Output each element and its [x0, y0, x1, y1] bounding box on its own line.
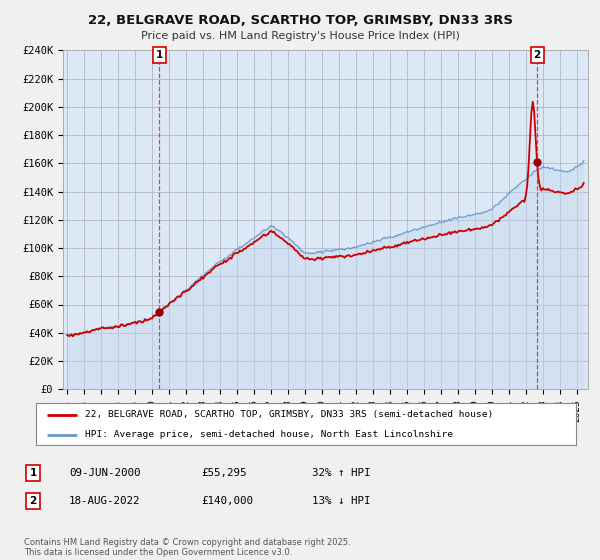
Text: 22, BELGRAVE ROAD, SCARTHO TOP, GRIMSBY, DN33 3RS (semi-detached house): 22, BELGRAVE ROAD, SCARTHO TOP, GRIMSBY,…	[85, 410, 493, 419]
Text: £140,000: £140,000	[201, 496, 253, 506]
Text: 1: 1	[155, 50, 163, 60]
Text: 1: 1	[29, 468, 37, 478]
Text: Price paid vs. HM Land Registry's House Price Index (HPI): Price paid vs. HM Land Registry's House …	[140, 31, 460, 41]
Text: 18-AUG-2022: 18-AUG-2022	[69, 496, 140, 506]
Text: 22, BELGRAVE ROAD, SCARTHO TOP, GRIMSBY, DN33 3RS: 22, BELGRAVE ROAD, SCARTHO TOP, GRIMSBY,…	[88, 14, 512, 27]
Text: 13% ↓ HPI: 13% ↓ HPI	[312, 496, 371, 506]
Text: 2: 2	[29, 496, 37, 506]
Text: Contains HM Land Registry data © Crown copyright and database right 2025.
This d: Contains HM Land Registry data © Crown c…	[24, 538, 350, 557]
Text: 09-JUN-2000: 09-JUN-2000	[69, 468, 140, 478]
Text: 2: 2	[533, 50, 541, 60]
Text: 32% ↑ HPI: 32% ↑ HPI	[312, 468, 371, 478]
Text: £55,295: £55,295	[201, 468, 247, 478]
Text: HPI: Average price, semi-detached house, North East Lincolnshire: HPI: Average price, semi-detached house,…	[85, 430, 452, 439]
